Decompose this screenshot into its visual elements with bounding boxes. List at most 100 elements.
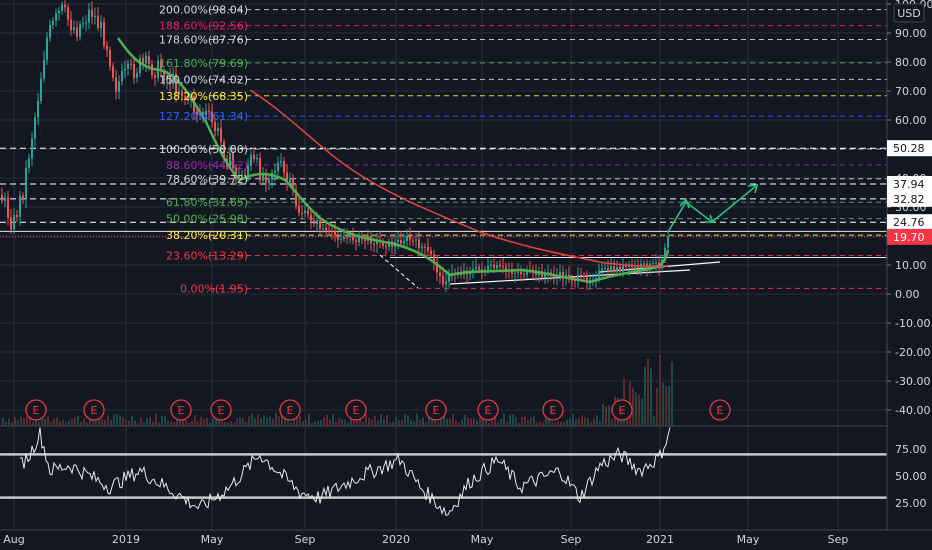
candle-body: [520, 271, 522, 275]
volume-bar: [155, 414, 157, 426]
candle-body: [439, 272, 441, 276]
volume-bar: [539, 421, 541, 426]
candle-body: [37, 101, 39, 118]
earnings-event-label: E: [91, 404, 98, 417]
earnings-event-label: E: [33, 404, 40, 417]
volume-bar: [527, 420, 529, 426]
earnings-event-icon: [425, 399, 447, 421]
candle-body: [100, 21, 102, 29]
volume-bar: [656, 387, 658, 426]
volume-bar: [401, 419, 403, 426]
volume-bar: [638, 394, 640, 426]
price-tick-label: -40.00: [895, 404, 930, 417]
volume-bar: [344, 419, 346, 426]
time-tick-label: May: [471, 533, 494, 546]
volume-bar: [455, 420, 457, 426]
volume-bar: [530, 417, 532, 426]
volume-bar: [278, 416, 280, 426]
rsi-panel: [0, 427, 887, 516]
moving-averages: [116, 37, 670, 284]
price-tag-background: [887, 140, 932, 157]
candle-body: [16, 215, 18, 217]
candle-body: [625, 265, 627, 267]
time-tick-label: 2021: [646, 533, 674, 546]
candle-body: [220, 128, 222, 142]
volume-bar: [299, 416, 301, 426]
earnings-event-label: E: [717, 404, 724, 417]
time-axis[interactable]: Aug 2019 May Sep 2020 May Sep 2021 May Sep: [3, 533, 848, 546]
volume-bar: [383, 419, 385, 426]
volume-bar: [194, 415, 196, 426]
volume-bar: [464, 414, 466, 426]
volume-bar: [275, 413, 277, 426]
volume-bar: [473, 418, 475, 426]
candle-body: [436, 262, 438, 273]
candle-body: [13, 215, 15, 230]
candle-body: [604, 268, 606, 270]
candle-body: [292, 178, 294, 190]
volume-bar: [647, 358, 649, 426]
volume-bar: [590, 421, 592, 426]
earnings-event-label: E: [619, 404, 626, 417]
candle-body: [541, 270, 543, 278]
volume-bar: [152, 421, 154, 426]
candle-body: [580, 274, 582, 276]
candle-body: [502, 266, 504, 268]
candle-body: [154, 75, 156, 78]
candle-body: [571, 279, 573, 281]
volume-bar: [644, 366, 646, 426]
volume-bar: [119, 415, 121, 426]
candle-body: [67, 7, 69, 20]
volume-bar: [482, 417, 484, 426]
volume-bar: [515, 417, 517, 426]
candle-body: [613, 266, 615, 272]
earnings-event-icon: [709, 399, 731, 421]
candle-body: [334, 231, 336, 236]
candle-body: [352, 234, 354, 241]
volume-bar: [356, 418, 358, 426]
price-tag-background: [887, 214, 932, 231]
volume-bar: [635, 392, 637, 426]
candle-body: [403, 240, 405, 244]
candle-body: [322, 228, 324, 230]
candle-body: [424, 246, 426, 248]
earnings-event-label: E: [550, 404, 557, 417]
candle-body: [265, 174, 267, 183]
fibonacci-labels: 200.00%(98.04) 188.60%(92.56)178.60%(87.7…: [159, 4, 248, 296]
fib-level-label: 200.00%(98.04): [159, 4, 248, 17]
volume-bar: [281, 415, 283, 426]
candle-body: [94, 15, 96, 18]
volume-bar: [164, 416, 166, 426]
candle-body: [250, 154, 252, 166]
candle-body: [97, 15, 99, 29]
price-axis-background: [887, 0, 932, 550]
candle-body: [355, 240, 357, 243]
volume-bar: [467, 417, 469, 426]
candle-body: [505, 266, 507, 271]
candle-body: [1, 195, 3, 201]
candle-body: [205, 110, 207, 115]
volume-bar: [317, 420, 319, 426]
volume-bar: [77, 415, 79, 426]
volume-bar: [671, 361, 673, 426]
price-tick-label: 90.00: [895, 27, 927, 40]
volume-bar: [389, 422, 391, 426]
rsi-tick-label: 50.00: [895, 470, 927, 483]
rsi-axis[interactable]: 75.00 50.00 25.00: [895, 443, 927, 510]
volume-bar: [476, 420, 478, 426]
volume-bar: [293, 418, 295, 426]
candle-body: [229, 152, 231, 167]
candle-body: [112, 66, 114, 78]
candle-body: [88, 9, 90, 23]
volume-bar: [572, 414, 574, 426]
volume-bar: [380, 414, 382, 426]
volume-bar: [431, 417, 433, 426]
volume-bar: [95, 418, 97, 426]
forecast-path: [667, 185, 757, 233]
rsi-line: [19, 427, 671, 516]
volume-bar: [53, 418, 55, 426]
fib-level-label: 161.80%(79.69): [159, 57, 248, 70]
candle-body: [211, 111, 213, 123]
